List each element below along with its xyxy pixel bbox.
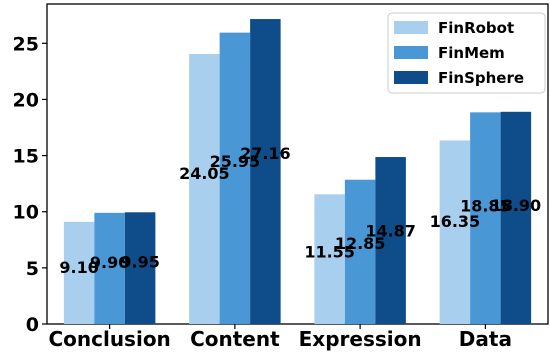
data-label: 27.16 bbox=[240, 144, 291, 163]
bar-finmem-data bbox=[470, 112, 501, 324]
bar-finsphere-conclusion bbox=[124, 212, 156, 324]
bar-finsphere-data bbox=[500, 111, 532, 324]
data-label: 24.05 bbox=[179, 164, 230, 183]
bar-finrobot-conclusion bbox=[63, 221, 95, 324]
data-label: 11.55 bbox=[304, 242, 355, 261]
bar-finrobot-content bbox=[189, 53, 220, 325]
y-tick-label: 5 bbox=[26, 258, 39, 280]
x-tick-label: Content bbox=[190, 327, 280, 351]
legend-label-finsphere: FinSphere bbox=[438, 69, 524, 87]
y-axis-ticks: 0 5 10 15 20 25 bbox=[13, 33, 47, 336]
data-label: 9.10 bbox=[59, 258, 98, 277]
plot-frame bbox=[46, 3, 549, 325]
legend-label-finmem: FinMem bbox=[438, 44, 505, 62]
y-tick-label: 0 bbox=[26, 314, 39, 336]
bar-finmem-content bbox=[219, 32, 251, 324]
y-tick-label: 20 bbox=[13, 89, 39, 111]
data-label: 9.95 bbox=[120, 252, 159, 271]
data-label: 16.35 bbox=[430, 212, 481, 231]
y-tick-label: 15 bbox=[13, 146, 39, 168]
bar-finrobot-data bbox=[439, 140, 471, 324]
plot-area bbox=[46, 3, 549, 325]
bar-finrobot-expression bbox=[314, 194, 345, 324]
x-axis-ticks: Conclusion Content Expression Data bbox=[48, 324, 512, 351]
bar-finmem-conclusion bbox=[94, 212, 125, 324]
x-tick-label: Data bbox=[459, 327, 512, 351]
legend: FinRobot FinMem FinSphere bbox=[387, 12, 546, 94]
legend-swatch-finmem bbox=[394, 46, 428, 59]
data-label: 12.85 bbox=[335, 234, 386, 253]
legend-swatch-finsphere bbox=[394, 71, 428, 84]
data-label: 18.90 bbox=[491, 196, 542, 215]
legend-label-finrobot: FinRobot bbox=[438, 19, 514, 37]
legend-swatch-finrobot bbox=[394, 21, 428, 34]
bar-finsphere-expression bbox=[375, 157, 406, 324]
data-label: 14.87 bbox=[365, 222, 416, 241]
x-tick-label: Expression bbox=[299, 327, 422, 351]
bars bbox=[63, 19, 532, 325]
data-label: 18.85 bbox=[460, 196, 511, 215]
bar-finmem-expression bbox=[344, 179, 376, 324]
data-label: 25.95 bbox=[210, 152, 261, 171]
y-tick-label: 10 bbox=[13, 202, 39, 224]
x-tick-label: Conclusion bbox=[48, 327, 170, 351]
bar-finsphere-content bbox=[250, 19, 281, 324]
y-tick-label: 25 bbox=[13, 33, 39, 55]
data-label: 9.90 bbox=[90, 253, 129, 272]
